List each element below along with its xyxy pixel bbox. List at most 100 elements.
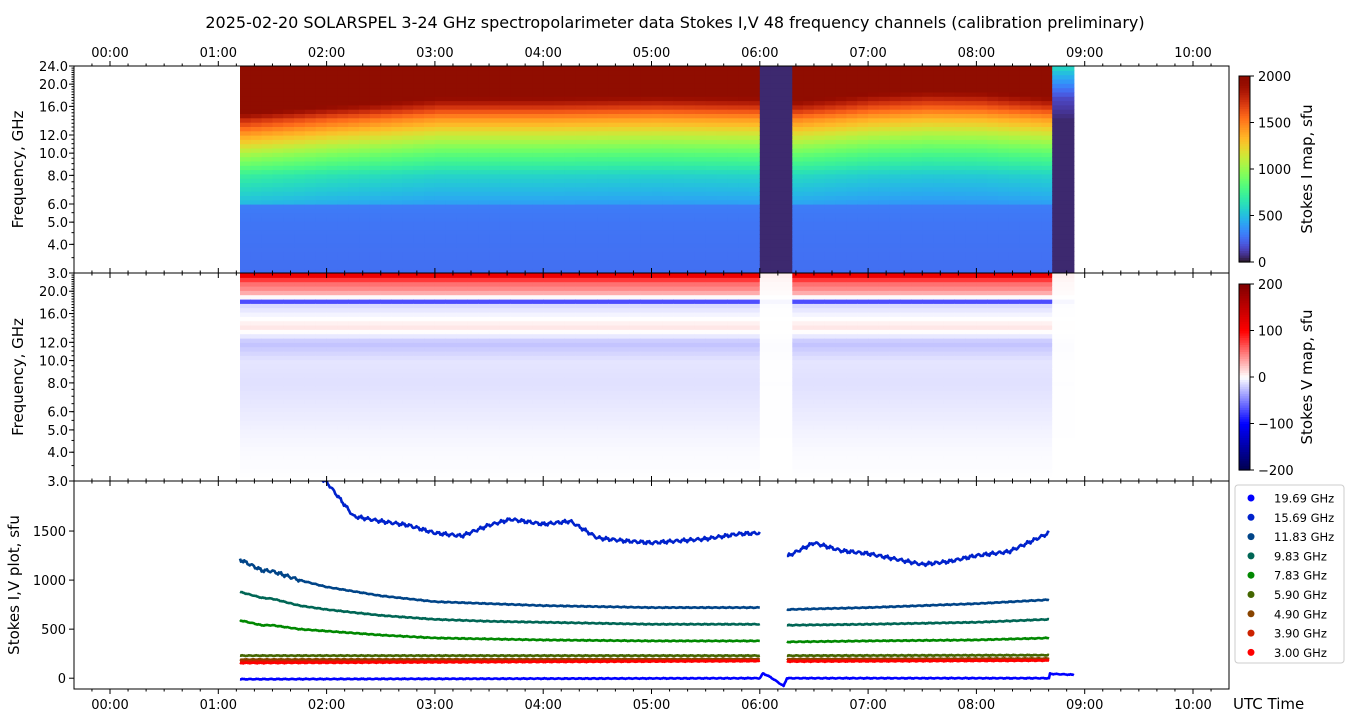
stokes-i-heatmap-cell: [532, 216, 544, 222]
stokes-v-heatmap-cell: [369, 403, 382, 408]
stokes-i-heatmap-cell: [272, 169, 284, 175]
stokes-i-heatmap-cell: [803, 242, 815, 248]
stokes-i-heatmap-cell: [998, 91, 1010, 97]
stokes-i-heatmap-cell: [954, 212, 967, 218]
stokes-i-heatmap-cell: [1041, 242, 1053, 248]
stokes-i-heatmap-cell: [727, 109, 739, 114]
stokes-v-heatmap-cell: [467, 416, 479, 421]
stokes-v-heatmap-cell: [391, 325, 403, 330]
stokes-i-heatmap-cell: [586, 268, 598, 274]
stokes-v-heatmap-cell: [434, 312, 447, 317]
stokes-i-heatmap-cell: [933, 147, 945, 153]
stokes-i-heatmap-cell: [413, 96, 425, 102]
stokes-i-heatmap-cell: [532, 100, 544, 106]
stokes-i-heatmap-cell: [391, 91, 403, 97]
stokes-i-heatmap-cell: [261, 117, 273, 123]
stokes-v-heatmap-cell: [326, 433, 338, 439]
stokes-i-heatmap-cell: [337, 139, 349, 145]
stokes-v-heatmap-cell: [294, 320, 306, 326]
stokes-i-heatmap-cell: [326, 156, 338, 162]
stokes-v-heatmap-cell: [478, 463, 490, 469]
stokes-v-heatmap-cell: [456, 394, 468, 400]
stokes-i-heatmap-cell: [369, 234, 382, 240]
stokes-i-heatmap-cell: [943, 260, 956, 265]
stokes-i-heatmap-cell: [878, 242, 891, 248]
stokes-i-heatmap-cell: [933, 74, 945, 80]
stokes-i-heatmap-cell: [824, 264, 837, 270]
stokes-i-heatmap-cell: [499, 191, 512, 196]
stokes-i-heatmap-cell: [781, 251, 793, 257]
stokes-i-heatmap-cell: [575, 165, 588, 171]
stokes-i-heatmap-cell: [359, 74, 371, 80]
stokes-v-heatmap-cell: [272, 290, 284, 296]
stokes-i-heatmap-cell: [294, 152, 306, 158]
stokes-v-heatmap-cell: [283, 411, 295, 417]
stokes-i-heatmap-cell: [261, 143, 273, 149]
stokes-i-heatmap-cell: [868, 147, 880, 153]
stokes-v-heatmap-cell: [348, 281, 360, 287]
stokes-i-heatmap-cell: [824, 152, 837, 158]
stokes-v-heatmap-cell: [456, 476, 468, 482]
stokes-i-heatmap-cell: [933, 255, 945, 261]
stokes-i-heatmap-cell: [824, 216, 837, 222]
stokes-i-heatmap-cell: [662, 234, 674, 240]
stokes-i-heatmap-cell: [586, 225, 598, 231]
stokes-i-heatmap-cell: [846, 182, 858, 188]
stokes-v-heatmap-cell: [424, 424, 436, 430]
stokes-v-heatmap-cell: [337, 351, 349, 356]
stokes-i-heatmap-cell: [770, 212, 782, 218]
stokes-i-heatmap-cell: [857, 225, 869, 231]
stokes-i-heatmap-cell: [770, 242, 782, 248]
stokes-i-heatmap-cell: [738, 208, 750, 214]
stokes-i-heatmap-cell: [640, 208, 653, 214]
stokes-i-heatmap-cell: [608, 178, 620, 183]
stokes-i-heatmap-cell: [965, 268, 977, 274]
stokes-v-heatmap-cell: [391, 455, 403, 460]
stokes-i-heatmap-cell: [597, 169, 609, 175]
stokes-i-heatmap-cell: [922, 255, 934, 261]
stokes-i-heatmap-cell: [359, 178, 371, 183]
stokes-v-heatmap-cell: [478, 346, 490, 352]
stokes-i-heatmap-cell: [727, 191, 739, 196]
stokes-i-heatmap-cell: [359, 260, 371, 265]
stokes-i-heatmap-cell: [272, 100, 284, 106]
stokes-v-heatmap-cell: [326, 320, 338, 326]
stokes-v-heatmap-cell: [434, 390, 447, 395]
stokes-i-heatmap-cell: [304, 104, 317, 110]
stokes-i-heatmap-cell: [489, 247, 501, 252]
stokes-i-heatmap-cell: [965, 143, 977, 149]
stokes-i-heatmap-cell: [510, 74, 523, 80]
stokes-v-heatmap-cell: [240, 281, 252, 287]
stokes-i-heatmap-cell: [976, 255, 988, 261]
stokes-i-heatmap-cell: [976, 204, 988, 209]
stokes-v-heatmap-cell: [272, 394, 284, 400]
stokes-v-heatmap-cell: [348, 359, 360, 365]
stokes-i-heatmap-cell: [543, 260, 555, 265]
stokes-v-heatmap-cell: [380, 286, 393, 291]
stokes-i-heatmap-cell: [424, 229, 436, 235]
stokes-i-heatmap-cell: [792, 122, 804, 127]
stokes-v-heatmap-cell: [413, 351, 425, 356]
stokes-i-heatmap-cell: [738, 66, 750, 71]
stokes-i-heatmap-cell: [250, 229, 263, 235]
stokes-v-heatmap-cell: [413, 273, 425, 278]
stokes-v-heatmap-cell: [304, 342, 317, 348]
stokes-i-heatmap-cell: [846, 195, 858, 201]
stokes-v-heatmap-cell: [445, 433, 458, 439]
stokes-i-heatmap-cell: [792, 70, 804, 76]
stokes-i-heatmap-cell: [1019, 122, 1032, 127]
stokes-i-heatmap-cell: [1041, 208, 1053, 214]
stokes-i-heatmap-cell: [391, 229, 403, 235]
stokes-i-heatmap-cell: [489, 74, 501, 80]
stokes-i-heatmap-cell: [521, 91, 533, 97]
stokes-i-heatmap-cell: [424, 216, 436, 222]
stokes-i-heatmap-cell: [684, 165, 696, 171]
stokes-v-heatmap-cell: [315, 398, 328, 404]
stokes-i-heatmap-cell: [413, 191, 425, 196]
stokes-i-heatmap-cell: [781, 238, 793, 244]
stokes-i-heatmap-cell: [813, 113, 826, 119]
stokes-i-heatmap-cell: [434, 104, 447, 110]
stokes-i-heatmap-cell: [716, 251, 728, 257]
stokes-i-heatmap-cell: [586, 156, 598, 162]
stokes-i-heatmap-cell: [727, 130, 739, 136]
